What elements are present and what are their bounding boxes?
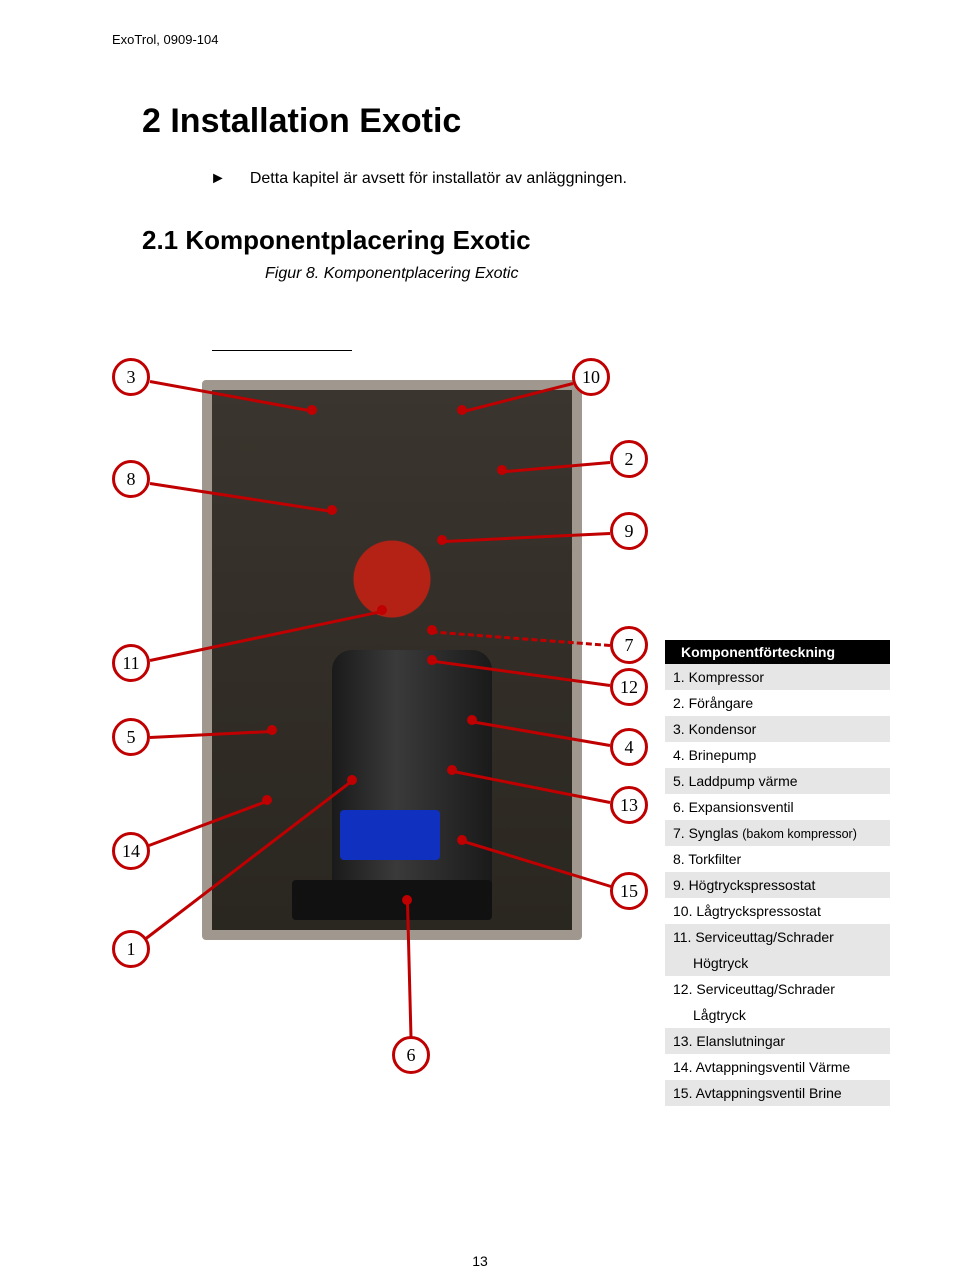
callout-dot [497,465,507,475]
section-title: 2.1 Komponentplacering Exotic [142,225,531,256]
callout-6: 6 [392,1036,430,1074]
arrow-icon: ► [210,170,226,188]
callout-dot [467,715,477,725]
component-diagram: 3 10 8 2 9 11 5 14 1 7 12 4 13 15 6 [112,330,652,1130]
component-list: Komponentförteckning 1. Kompressor2. För… [665,640,890,1106]
callout-dot [327,505,337,515]
base-plate [292,880,492,920]
list-item: 13. Elanslutningar [665,1028,890,1054]
figure-caption: Figur 8. Komponentplacering Exotic [265,265,518,283]
callout-dot [347,775,357,785]
list-item: 15. Avtappningsventil Brine [665,1080,890,1106]
callout-dot [427,625,437,635]
list-item: 1. Kompressor [665,664,890,690]
list-item: 9. Högtryckspressostat [665,872,890,898]
list-item: 3. Kondensor [665,716,890,742]
component-list-header: Komponentförteckning [665,640,890,664]
callout-12: 12 [610,668,648,706]
callout-2: 2 [610,440,648,478]
callout-7: 7 [610,626,648,664]
callout-dot [427,655,437,665]
callout-dot [447,765,457,775]
callout-3: 3 [112,358,150,396]
intro-text: Detta kapitel är avsett för installatör … [250,170,627,188]
diagram-rule [212,350,352,351]
callout-9: 9 [610,512,648,550]
callout-13: 13 [610,786,648,824]
callout-dot [267,725,277,735]
callout-15: 15 [610,872,648,910]
list-item: Lågtryck [665,1002,890,1028]
callout-dot [262,795,272,805]
machine-photo [202,380,582,940]
compressor-plate [340,810,440,860]
callout-1: 1 [112,930,150,968]
list-item: 10. Lågtryckspressostat [665,898,890,924]
list-item: 14. Avtappningsventil Värme [665,1054,890,1080]
list-item: 6. Expansionsventil [665,794,890,820]
callout-dot [402,895,412,905]
intro-row: ► Detta kapitel är avsett för installatö… [210,170,627,188]
doc-header: ExoTrol, 0909-104 [112,32,218,47]
callout-dot [377,605,387,615]
list-item: 7. Synglas (bakom kompressor) [665,820,890,846]
callout-11: 11 [112,644,150,682]
callout-10: 10 [572,358,610,396]
list-item: 4. Brinepump [665,742,890,768]
callout-8: 8 [112,460,150,498]
callout-dot [457,835,467,845]
callout-4: 4 [610,728,648,766]
list-item: 2. Förångare [665,690,890,716]
page-number: 13 [472,1253,488,1269]
list-item: 5. Laddpump värme [665,768,890,794]
callout-dot [437,535,447,545]
list-item: Högtryck [665,950,890,976]
list-item: 11. Serviceuttag/Schrader [665,924,890,950]
callout-5: 5 [112,718,150,756]
list-item: 12. Serviceuttag/Schrader [665,976,890,1002]
page-title: 2 Installation Exotic [142,102,461,141]
callout-14: 14 [112,832,150,870]
callout-dot [307,405,317,415]
callout-dot [457,405,467,415]
list-item: 8. Torkfilter [665,846,890,872]
